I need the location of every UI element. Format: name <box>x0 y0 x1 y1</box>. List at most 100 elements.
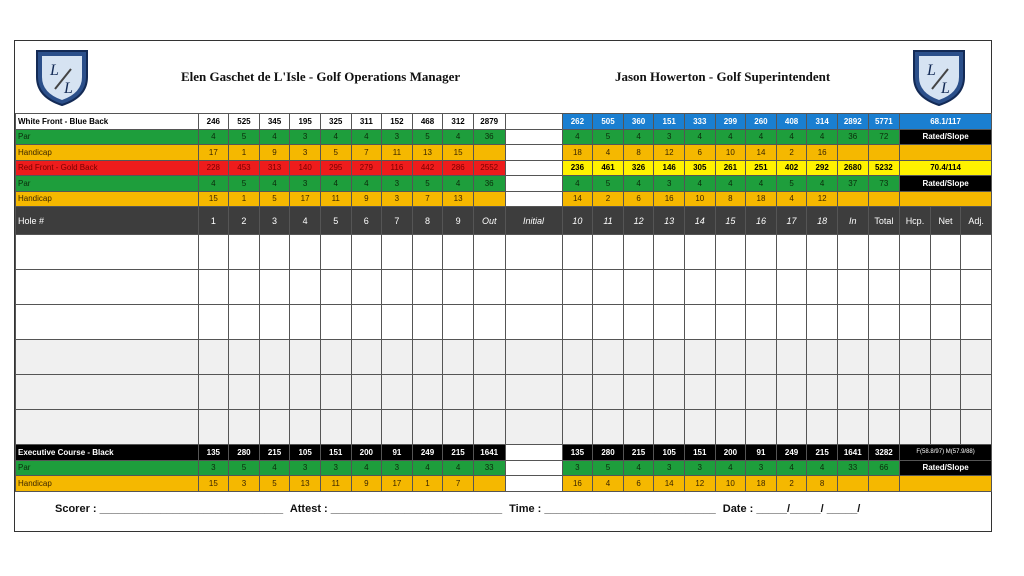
score-entry-cell[interactable] <box>960 339 992 375</box>
score-entry-cell[interactable] <box>714 234 747 270</box>
score-entry-cell[interactable] <box>836 234 869 270</box>
score-entry-cell[interactable] <box>411 374 444 410</box>
score-entry-cell[interactable] <box>745 409 777 445</box>
score-entry-cell[interactable] <box>561 374 594 410</box>
score-entry-cell[interactable] <box>228 304 260 340</box>
score-entry-cell[interactable] <box>197 339 230 375</box>
score-entry-cell[interactable] <box>745 374 777 410</box>
score-entry-cell[interactable] <box>289 234 321 270</box>
score-entry-cell[interactable] <box>472 409 506 445</box>
score-entry-cell[interactable] <box>561 339 594 375</box>
score-entry-cell[interactable] <box>504 304 563 340</box>
score-entry-cell[interactable] <box>592 234 624 270</box>
score-entry-cell[interactable] <box>653 339 685 375</box>
score-entry-cell[interactable] <box>836 339 869 375</box>
score-entry-cell[interactable] <box>714 339 747 375</box>
score-entry-cell[interactable] <box>683 234 716 270</box>
score-entry-cell[interactable] <box>228 234 260 270</box>
score-entry-cell[interactable] <box>592 374 624 410</box>
score-entry-cell[interactable] <box>836 374 869 410</box>
score-entry-cell[interactable] <box>15 234 199 270</box>
score-entry-cell[interactable] <box>653 304 685 340</box>
score-entry-cell[interactable] <box>319 374 352 410</box>
attest-field[interactable]: Attest : ____________________________ <box>289 503 503 515</box>
score-entry-cell[interactable] <box>289 374 321 410</box>
score-entry-cell[interactable] <box>411 409 444 445</box>
scorer-field[interactable]: Scorer : ______________________________ <box>55 503 284 515</box>
score-entry-cell[interactable] <box>806 339 838 375</box>
score-entry-cell[interactable] <box>899 374 931 410</box>
score-entry-cell[interactable] <box>504 269 563 305</box>
score-entry-cell[interactable] <box>289 409 321 445</box>
score-entry-cell[interactable] <box>745 339 777 375</box>
score-entry-cell[interactable] <box>714 304 747 340</box>
score-entry-cell[interactable] <box>228 339 260 375</box>
score-entry-cell[interactable] <box>929 234 962 270</box>
score-entry-cell[interactable] <box>775 269 808 305</box>
score-entry-cell[interactable] <box>289 339 321 375</box>
score-entry-cell[interactable] <box>929 269 962 305</box>
score-entry-cell[interactable] <box>411 234 444 270</box>
score-entry-cell[interactable] <box>775 409 808 445</box>
score-entry-cell[interactable] <box>381 374 413 410</box>
score-entry-cell[interactable] <box>197 234 230 270</box>
score-entry-cell[interactable] <box>381 339 413 375</box>
score-entry-cell[interactable] <box>319 409 352 445</box>
score-entry-cell[interactable] <box>15 409 199 445</box>
score-entry-cell[interactable] <box>381 234 413 270</box>
score-entry-cell[interactable] <box>806 409 838 445</box>
score-entry-cell[interactable] <box>289 269 321 305</box>
score-entry-cell[interactable] <box>806 234 838 270</box>
score-entry-cell[interactable] <box>411 339 444 375</box>
score-entry-cell[interactable] <box>683 374 716 410</box>
score-entry-cell[interactable] <box>319 234 352 270</box>
score-entry-cell[interactable] <box>411 269 444 305</box>
score-entry-cell[interactable] <box>197 269 230 305</box>
score-entry-cell[interactable] <box>867 269 901 305</box>
score-entry-cell[interactable] <box>228 269 260 305</box>
score-entry-cell[interactable] <box>899 234 931 270</box>
score-entry-cell[interactable] <box>561 234 594 270</box>
score-entry-cell[interactable] <box>228 374 260 410</box>
score-entry-cell[interactable] <box>504 234 563 270</box>
score-entry-cell[interactable] <box>867 374 901 410</box>
score-entry-cell[interactable] <box>15 304 199 340</box>
score-entry-cell[interactable] <box>899 304 931 340</box>
score-entry-cell[interactable] <box>197 304 230 340</box>
score-entry-cell[interactable] <box>381 409 413 445</box>
score-entry-cell[interactable] <box>319 269 352 305</box>
score-entry-cell[interactable] <box>960 269 992 305</box>
score-entry-cell[interactable] <box>653 374 685 410</box>
score-entry-cell[interactable] <box>867 409 901 445</box>
score-entry-cell[interactable] <box>775 234 808 270</box>
score-entry-cell[interactable] <box>561 269 594 305</box>
score-entry-cell[interactable] <box>775 304 808 340</box>
score-entry-cell[interactable] <box>592 304 624 340</box>
score-entry-cell[interactable] <box>350 374 383 410</box>
score-entry-cell[interactable] <box>960 234 992 270</box>
score-entry-cell[interactable] <box>472 234 506 270</box>
score-entry-cell[interactable] <box>714 374 747 410</box>
score-entry-cell[interactable] <box>622 269 655 305</box>
score-entry-cell[interactable] <box>350 409 383 445</box>
score-entry-cell[interactable] <box>806 269 838 305</box>
score-entry-cell[interactable] <box>960 374 992 410</box>
score-entry-cell[interactable] <box>929 409 962 445</box>
score-entry-cell[interactable] <box>745 234 777 270</box>
score-entry-cell[interactable] <box>745 304 777 340</box>
score-entry-cell[interactable] <box>472 339 506 375</box>
score-entry-cell[interactable] <box>350 339 383 375</box>
score-entry-cell[interactable] <box>319 304 352 340</box>
score-entry-cell[interactable] <box>197 374 230 410</box>
score-entry-cell[interactable] <box>683 269 716 305</box>
score-entry-cell[interactable] <box>683 339 716 375</box>
score-entry-cell[interactable] <box>714 269 747 305</box>
score-entry-cell[interactable] <box>197 409 230 445</box>
score-entry-cell[interactable] <box>411 304 444 340</box>
score-entry-cell[interactable] <box>442 374 474 410</box>
score-entry-cell[interactable] <box>472 269 506 305</box>
score-entry-cell[interactable] <box>350 269 383 305</box>
score-entry-cell[interactable] <box>258 304 291 340</box>
score-entry-cell[interactable] <box>381 269 413 305</box>
score-entry-cell[interactable] <box>836 269 869 305</box>
